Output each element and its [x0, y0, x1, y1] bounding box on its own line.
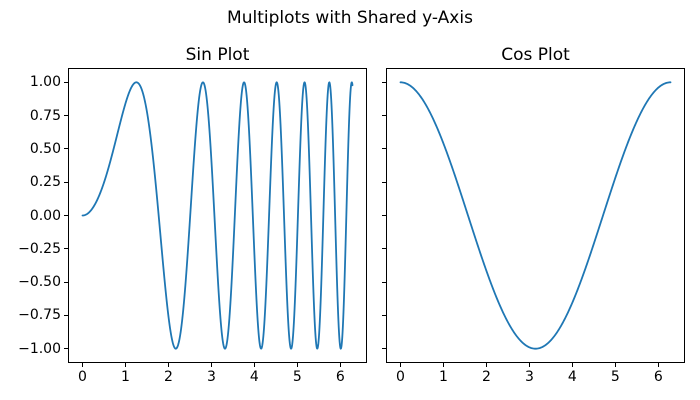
x-tick-label: 3 — [206, 369, 216, 385]
x-tick-mark — [485, 362, 487, 367]
y-tick-label: 1.00 — [29, 74, 61, 91]
x-tick-mark — [210, 362, 212, 367]
x-tick-mark — [82, 362, 83, 367]
y-tick-label: −0.25 — [18, 240, 61, 257]
x-tick-label: 0 — [78, 369, 87, 385]
x-tick-label: 3 — [524, 369, 534, 385]
x-tick-label: 5 — [292, 369, 302, 385]
y-tick-mark — [64, 115, 69, 117]
y-tick-mark — [382, 148, 387, 150]
y-tick-mark — [382, 281, 387, 283]
x-tick-label: 6 — [335, 369, 345, 385]
y-tick-mark — [382, 215, 387, 216]
x-tick-mark — [657, 362, 659, 367]
y-tick-label: −1.00 — [18, 340, 61, 357]
y-tick-mark — [64, 81, 69, 83]
y-tick-mark — [64, 248, 69, 250]
y-tick-label: −0.75 — [18, 307, 61, 324]
y-tick-mark — [64, 314, 69, 316]
x-tick-mark — [400, 362, 401, 367]
plot-canvas — [399, 81, 672, 350]
figure-suptitle: Multiplots with Shared y-Axis — [227, 8, 473, 28]
x-tick-label: 4 — [249, 369, 259, 385]
x-tick-label: 0 — [396, 369, 405, 385]
y-tick-mark — [382, 248, 387, 250]
x-tick-mark — [296, 362, 298, 367]
plot-canvas — [81, 81, 354, 350]
y-tick-mark — [64, 148, 69, 150]
x-tick-mark — [124, 362, 126, 367]
y-tick-mark — [64, 348, 69, 350]
x-tick-mark — [614, 362, 616, 367]
sin-plot-title: Sin Plot — [185, 45, 250, 65]
x-tick-mark — [571, 362, 573, 367]
x-tick-mark — [442, 362, 444, 367]
plot-curve — [399, 81, 672, 350]
x-tick-mark — [528, 362, 530, 367]
x-tick-label: 4 — [567, 369, 577, 385]
y-tick-label: 0.00 — [29, 207, 61, 224]
x-tick-label: 1 — [121, 369, 130, 385]
x-tick-mark — [167, 362, 169, 367]
y-tick-mark — [382, 115, 387, 117]
y-tick-mark — [64, 281, 69, 283]
x-tick-label: 2 — [163, 369, 173, 385]
cos-plot-title: Cos Plot — [501, 45, 570, 65]
plot-curve — [81, 81, 354, 350]
y-tick-mark — [382, 314, 387, 316]
x-tick-label: 2 — [481, 369, 491, 385]
y-tick-mark — [64, 215, 69, 216]
x-tick-mark — [253, 362, 255, 367]
y-tick-mark — [382, 181, 387, 183]
y-tick-mark — [382, 81, 387, 83]
y-tick-label: 0.25 — [29, 174, 61, 191]
sin-plot-axes: Sin Plot 0 1 2 3 4 5 6 1.00 0.75 0.50 0.25 0.00 −0.2… — [18, 45, 367, 385]
y-tick-label: −0.50 — [18, 274, 61, 291]
x-tick-mark — [339, 362, 341, 367]
x-tick-label: 5 — [610, 369, 620, 385]
x-tick-label: 6 — [653, 369, 663, 385]
y-tick-label: 0.50 — [29, 140, 61, 157]
y-tick-label: 0.75 — [29, 107, 61, 124]
cos-plot-axes: Cos Plot 0 1 2 3 4 5 6 — [382, 45, 685, 385]
y-tick-mark — [64, 181, 69, 183]
y-tick-mark — [382, 348, 387, 350]
x-tick-label: 1 — [439, 369, 448, 385]
